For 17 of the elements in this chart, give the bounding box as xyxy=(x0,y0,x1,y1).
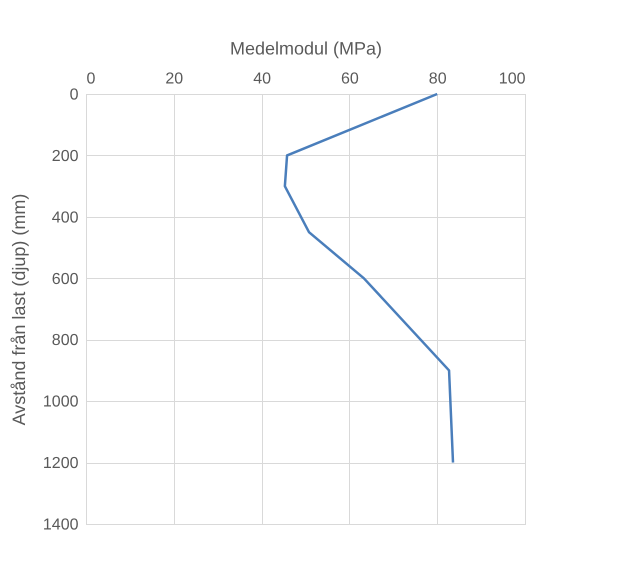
y-tick-label: 600 xyxy=(52,270,79,288)
y-tick-label: 1200 xyxy=(42,455,79,472)
x-tick-label: 0 xyxy=(86,70,96,88)
x-tick-label: 20 xyxy=(165,70,184,88)
x-tick-label: 60 xyxy=(341,70,359,88)
x-axis-title: Medelmodul (MPa) xyxy=(230,38,382,58)
y-tick-label: 800 xyxy=(52,332,79,350)
x-tick-label: 80 xyxy=(428,70,447,88)
y-tick-label: 0 xyxy=(70,86,79,104)
x-tick-label: 100 xyxy=(498,70,526,88)
y-tick-label: 200 xyxy=(52,148,79,165)
y-tick-label: 1000 xyxy=(42,394,79,411)
y-axis-title: Avstånd från last (djup) (mm) xyxy=(8,194,29,426)
line-series xyxy=(284,92,454,464)
y-tick-label: 1400 xyxy=(42,516,79,534)
y-tick-label: 400 xyxy=(52,209,79,226)
x-tick-label: 40 xyxy=(253,70,272,88)
